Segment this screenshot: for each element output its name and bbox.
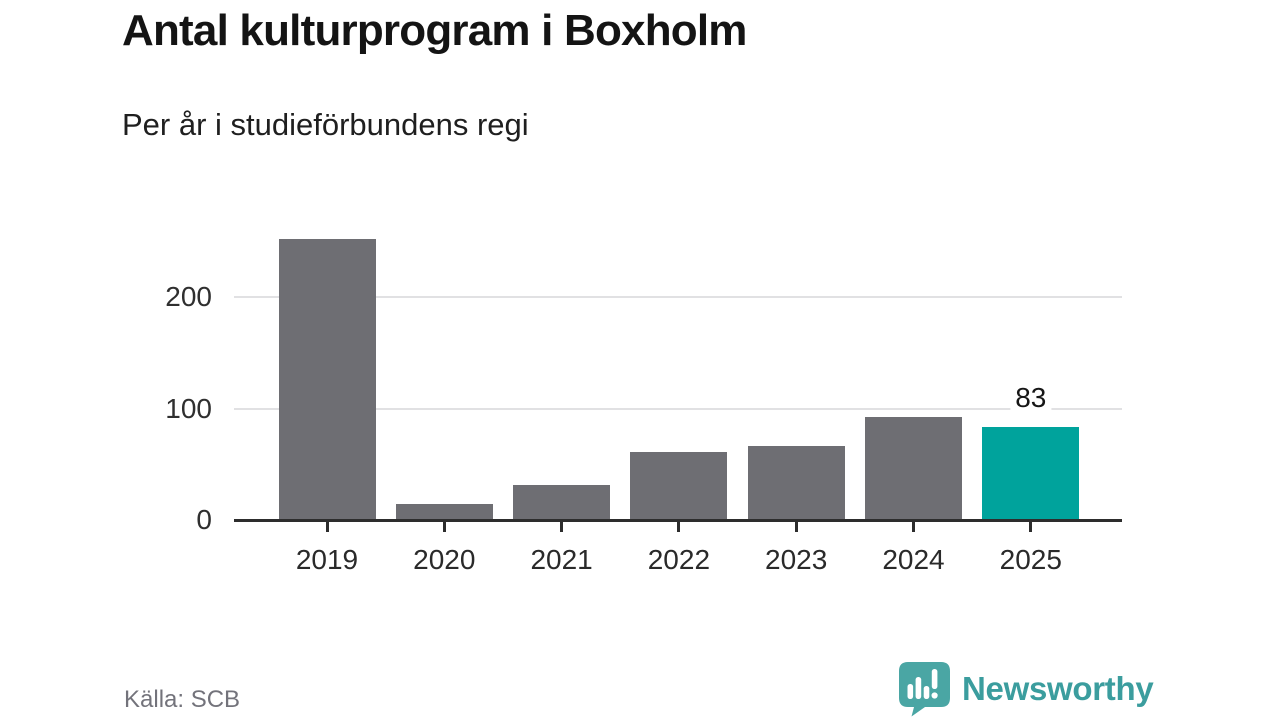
gridline-100 — [234, 407, 1122, 410]
bar-value-label-2025: 83 — [1010, 383, 1052, 414]
bar-2022 — [630, 451, 728, 520]
newsworthy-logo-text: Newsworthy — [962, 670, 1154, 707]
x-axis-label-2023: 2023 — [765, 544, 828, 575]
x-axis-tick-2025 — [1029, 522, 1033, 532]
x-axis-tick-2021 — [560, 522, 564, 532]
x-axis-label-2025: 2025 — [999, 544, 1062, 575]
source-label: Källa: SCB — [124, 686, 241, 713]
x-axis-label-2019: 2019 — [295, 544, 359, 575]
y-axis-tick-0: 0 — [196, 504, 212, 535]
x-axis-label-2021: 2021 — [530, 544, 593, 575]
bar-2019 — [278, 239, 376, 520]
x-axis-line — [234, 519, 1122, 522]
bar-chart-speech-bubble-icon — [899, 662, 950, 717]
chart-subtitle: Per år i studieförbundens regi — [122, 107, 529, 142]
y-axis-tick-100: 100 — [165, 392, 212, 424]
bar-2023 — [747, 446, 845, 520]
x-axis-tick-2022 — [677, 522, 681, 532]
newsworthy-logo: Newsworthy — [898, 661, 1154, 717]
bar-2025 — [982, 427, 1080, 520]
x-axis-label-2024: 2024 — [882, 544, 945, 575]
bar-2020 — [395, 504, 493, 520]
x-axis-tick-2020 — [442, 522, 446, 532]
y-axis-tick-200: 200 — [165, 281, 212, 312]
x-axis-label-2020: 2020 — [413, 544, 476, 575]
chart-title: Antal kulturprogram i Boxholm — [122, 6, 747, 55]
x-axis-tick-2019 — [325, 522, 329, 532]
x-axis-tick-2023 — [794, 522, 798, 532]
bar-2021 — [513, 485, 611, 520]
bar-2024 — [865, 417, 962, 520]
x-axis-label-2022: 2022 — [647, 544, 711, 575]
x-axis-tick-2024 — [912, 522, 915, 532]
gridline-200 — [234, 296, 1122, 298]
